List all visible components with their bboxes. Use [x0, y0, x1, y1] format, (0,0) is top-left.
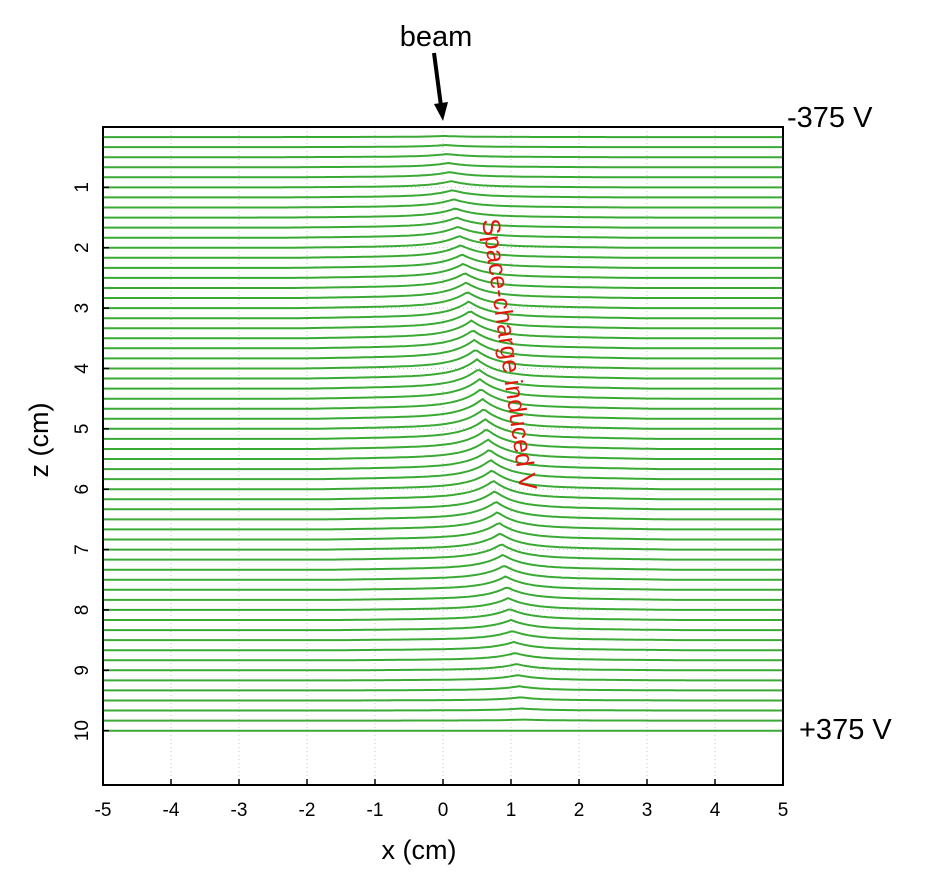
equipotential-line	[103, 630, 783, 642]
x-tick-label: -2	[299, 800, 316, 821]
equipotential-line	[103, 207, 783, 219]
equipotential-line	[103, 608, 783, 621]
equipotential-line	[103, 216, 783, 229]
beam-arrow-icon	[432, 52, 448, 121]
equipotential-line	[103, 718, 783, 722]
equipotential-line	[103, 300, 783, 320]
beam-label: beam	[400, 21, 473, 53]
equipotential-line	[103, 674, 783, 682]
equipotential-line	[103, 377, 783, 400]
equipotential-line	[103, 428, 783, 450]
equipotential-line	[103, 501, 783, 521]
x-tick-label: 0	[438, 800, 449, 821]
equipotential-line	[103, 281, 783, 299]
equipotential-line	[103, 244, 783, 259]
equipotential-line	[103, 319, 783, 340]
equipotential-line	[103, 469, 783, 491]
x-tick-label: -5	[95, 800, 112, 821]
top-voltage-label: -375 V	[787, 102, 873, 134]
equipotential-line	[103, 418, 783, 440]
equipotential-line	[103, 161, 783, 169]
y-axis-title: z (cm)	[24, 403, 54, 478]
y-tick-label: 4	[72, 363, 93, 374]
y-tick-label: 9	[72, 665, 93, 676]
equipotential-line	[103, 253, 783, 269]
equipotential-line	[103, 272, 783, 289]
equipotential-line	[103, 640, 783, 652]
y-tick-label: 2	[72, 242, 93, 253]
equipotential-line	[103, 511, 783, 531]
x-tick-label: -4	[163, 800, 180, 821]
equipotential-line	[103, 329, 783, 350]
equipotential-line	[103, 198, 783, 209]
equipotential-line	[103, 438, 783, 460]
equipotential-line	[103, 480, 783, 501]
x-tick-label: 1	[506, 800, 517, 821]
x-axis-title: x (cm)	[382, 835, 457, 865]
x-tick-label: 5	[778, 800, 789, 821]
equipotential-line	[103, 586, 783, 601]
equipotential-line	[103, 707, 783, 712]
equipotential-line	[103, 153, 783, 159]
y-tick-label: 1	[72, 182, 93, 193]
y-tick-label: 3	[72, 303, 93, 314]
equipotential-line	[103, 618, 783, 632]
equipotential-line	[103, 310, 783, 330]
x-tick-label: 3	[642, 800, 653, 821]
equipotential-line	[103, 235, 783, 249]
equipotential-line	[103, 543, 783, 561]
equipotential-line	[103, 490, 783, 511]
bottom-voltage-label: +375 V	[799, 714, 892, 746]
equipotential-line	[103, 652, 783, 662]
equipotential-line	[103, 597, 783, 611]
equipotential-line	[103, 291, 783, 310]
equipotential-line	[103, 262, 783, 279]
y-tick-label: 5	[72, 424, 93, 435]
equipotential-line	[103, 135, 783, 139]
equipotential-line	[103, 369, 783, 390]
equipotential-line	[103, 522, 783, 541]
y-tick-label: 8	[72, 605, 93, 616]
equipotential-line	[103, 553, 783, 571]
equipotential-line	[103, 532, 783, 551]
equipotential-line	[103, 189, 783, 199]
equipotential-line	[103, 663, 783, 672]
equipotential-line	[103, 397, 783, 420]
equipotential-line	[103, 349, 783, 370]
x-axis-ticks: -5 -4 -3 -2 -1 0 1 2 3 4 5	[95, 779, 789, 821]
x-tick-label: 4	[710, 800, 721, 821]
x-tick-label: -1	[367, 800, 384, 821]
equipotential-line	[103, 565, 783, 581]
x-tick-label: 2	[574, 800, 585, 821]
equipotential-line	[103, 575, 783, 591]
equipotential-line	[103, 338, 783, 360]
equipotential-line	[103, 459, 783, 481]
equipotential-line	[103, 358, 783, 380]
y-tick-label: 7	[72, 544, 93, 555]
equipotential-line	[103, 180, 783, 189]
equipotential-line	[103, 408, 783, 430]
equipotential-line	[103, 696, 783, 702]
y-tick-label: 6	[72, 484, 93, 495]
equipotential-line	[103, 171, 783, 179]
equipotential-line	[103, 143, 783, 149]
equipotential-line	[103, 225, 783, 239]
x-tick-label: -3	[231, 800, 248, 821]
y-axis-ticks: 1 2 3 4 5 6 7 8 9 10	[72, 182, 109, 741]
equipotential-line	[103, 388, 783, 410]
y-tick-label: 10	[72, 720, 93, 741]
equipotential-line	[103, 685, 783, 692]
equipotential-line	[103, 449, 783, 471]
